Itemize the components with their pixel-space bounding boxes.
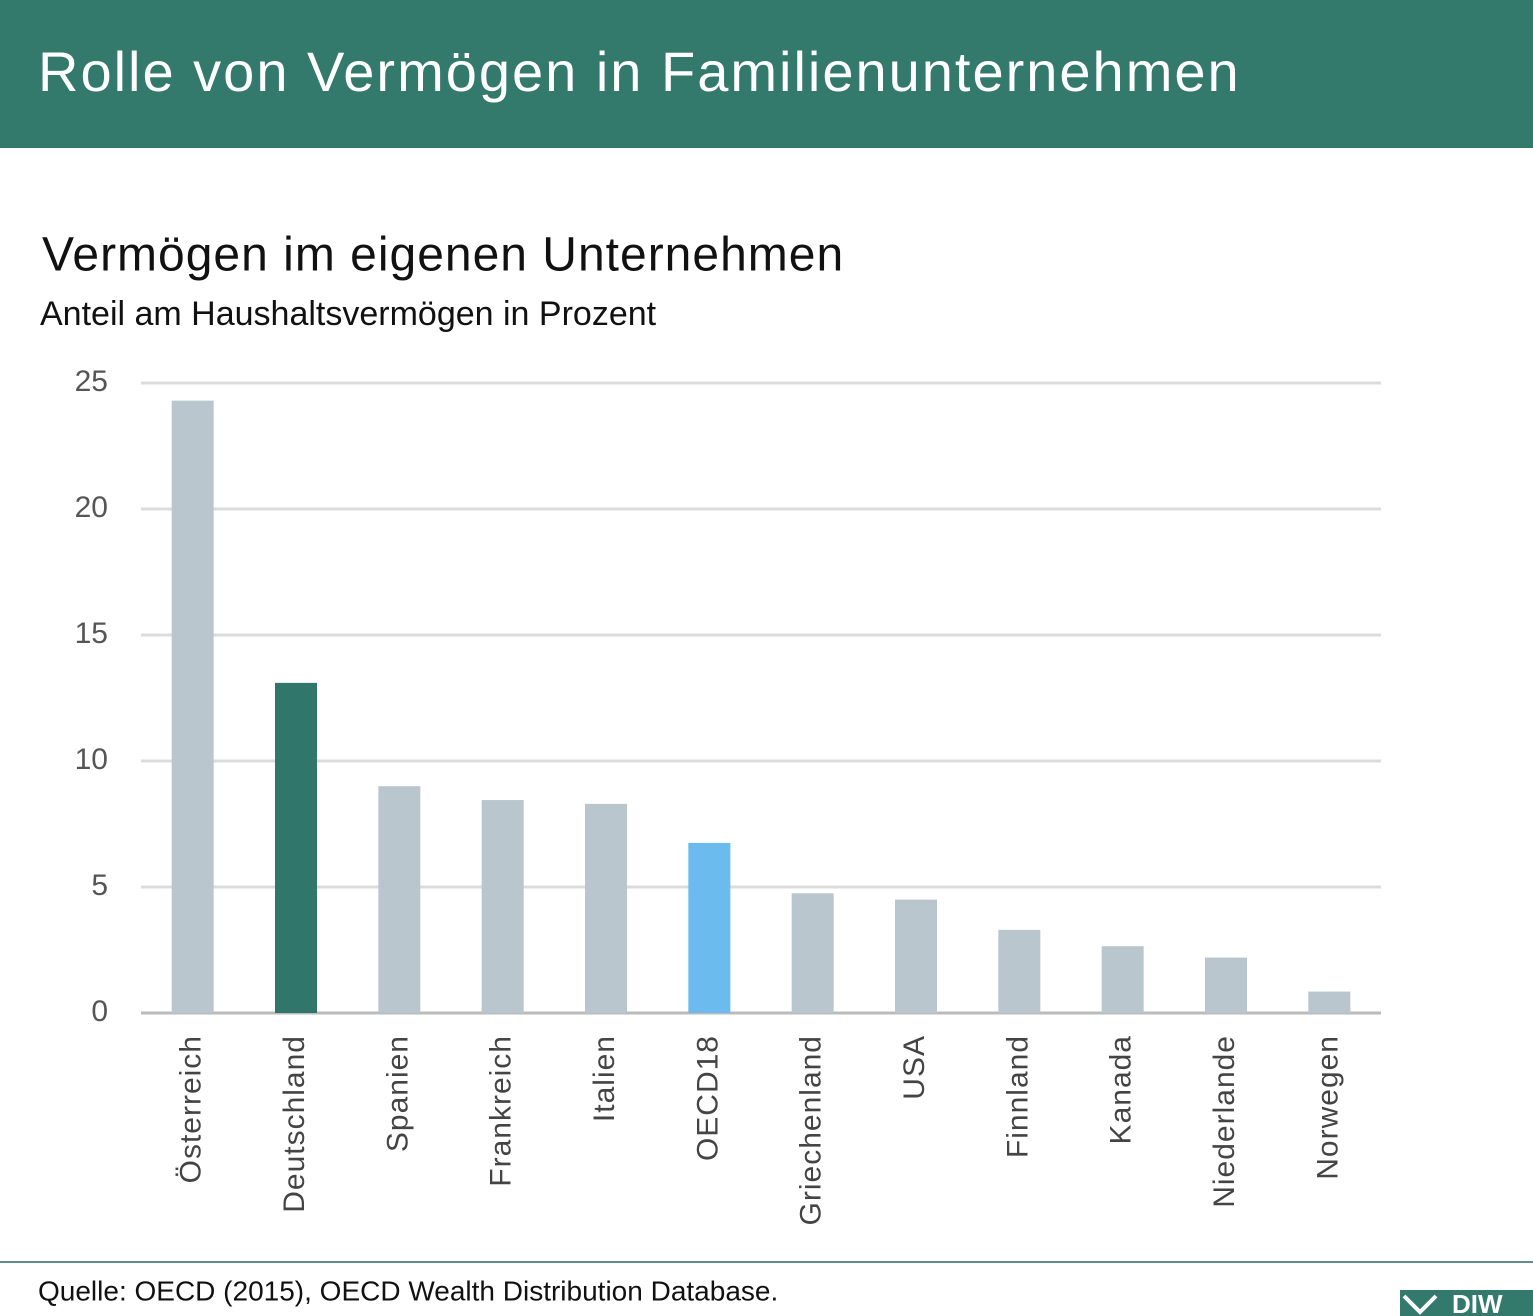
- x-tick-label: Niederlande: [1208, 1035, 1241, 1208]
- bar: [378, 786, 421, 1013]
- logo-mark: [1402, 1294, 1438, 1315]
- y-tick-label: 0: [91, 995, 108, 1028]
- bar: [895, 899, 937, 1013]
- y-tick-label: 10: [75, 743, 108, 776]
- x-tick-label: Spanien: [381, 1035, 414, 1152]
- x-tick-label: OECD18: [691, 1035, 724, 1161]
- x-tick-label: Frankreich: [485, 1035, 518, 1187]
- bar: [998, 929, 1041, 1013]
- x-tick-label: Norwegen: [1311, 1035, 1344, 1180]
- y-tick-label: 15: [75, 617, 108, 650]
- x-tick-label: Österreich: [175, 1035, 208, 1183]
- x-tick-label: Kanada: [1105, 1035, 1138, 1144]
- chart-subtitle: Anteil am Haushaltsvermögen in Prozent: [40, 295, 657, 333]
- bar: [585, 803, 627, 1013]
- header-title: Rolle von Vermögen in Familienunternehme…: [38, 40, 1241, 103]
- source: Quelle: OECD (2015), OECD Wealth Distrib…: [38, 1275, 778, 1306]
- logo: DIW: [1452, 1289, 1503, 1316]
- plot: 0 5 10 15 20 25 Österreich Deutschland Spanien Fr…: [75, 365, 1381, 1225]
- bar: [1205, 957, 1247, 1013]
- chart-title: Vermögen im eigenen Unternehmen: [42, 229, 844, 282]
- bar: [791, 893, 834, 1013]
- header-band: [0, 0, 1533, 148]
- x-tick-label: USA: [898, 1035, 931, 1100]
- x-tick-label: Finnland: [1001, 1035, 1034, 1158]
- y-tick-label: 5: [91, 869, 108, 902]
- bar: [171, 400, 214, 1013]
- y-tick-label: 25: [75, 365, 108, 398]
- bar: [1101, 946, 1144, 1013]
- bar: [688, 842, 731, 1013]
- bar: [481, 800, 524, 1013]
- x-tick-label: Italien: [588, 1035, 621, 1122]
- bar: [1308, 991, 1351, 1013]
- x-tick-label: Deutschland: [278, 1035, 311, 1213]
- y-tick-label: 20: [75, 491, 108, 524]
- x-tick-label: Griechenland: [795, 1035, 828, 1225]
- bar: [275, 682, 317, 1013]
